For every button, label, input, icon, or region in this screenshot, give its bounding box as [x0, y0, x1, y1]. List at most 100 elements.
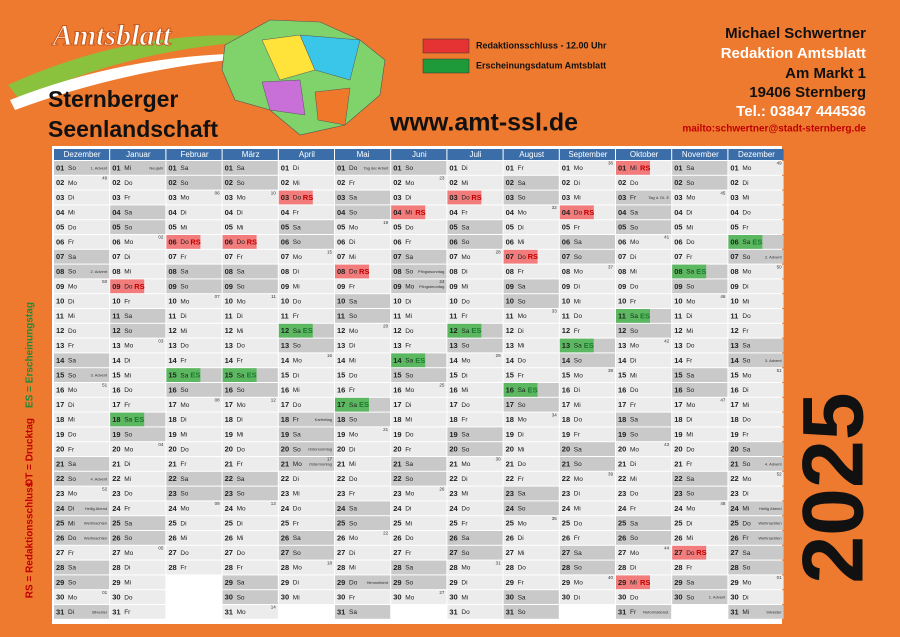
day-number: 17: [56, 400, 64, 409]
day-cell: [447, 545, 503, 560]
day-number: 24: [449, 504, 458, 513]
day-number: 15: [168, 371, 176, 380]
day-number: 14: [337, 356, 346, 365]
weekday: Fr: [293, 313, 300, 320]
day-cell: [728, 397, 784, 412]
day-cell: [728, 175, 784, 190]
weekday: Do: [461, 506, 470, 513]
day-cell: [278, 457, 334, 471]
day-cell: [728, 383, 784, 397]
day-cell: [278, 531, 334, 545]
weekday: Do: [686, 550, 695, 557]
weekday: Sa: [68, 461, 76, 468]
day-cell: [503, 442, 559, 456]
day-number: 14: [674, 356, 683, 365]
weekday: Fr: [124, 609, 131, 616]
day-number: 08: [56, 267, 64, 276]
contact-line[interactable]: mailto:schwertner@stadt-sternberg.de: [682, 124, 866, 135]
contact-line: Tel.: 03847 444536: [736, 103, 866, 120]
weekday: Sa: [518, 387, 526, 394]
day-number: 06: [393, 237, 401, 246]
weekday: Mo: [574, 165, 583, 172]
weekday: Mo: [293, 358, 302, 365]
weekday: Mo: [349, 224, 358, 231]
day-number: 03: [225, 193, 233, 202]
weekday: Mi: [574, 402, 581, 409]
weekday: Fr: [124, 402, 131, 409]
day-number: 15: [562, 371, 570, 380]
weekday: Di: [686, 313, 692, 320]
day-cell: [335, 412, 391, 427]
holiday: Tag der Arbeit: [364, 165, 390, 170]
week-number: 40: [608, 575, 614, 580]
day-number: 03: [56, 193, 64, 202]
day-number: 15: [112, 371, 120, 380]
week-number: 36: [608, 161, 614, 166]
day-number: 10: [281, 297, 289, 306]
day-cell: [54, 531, 110, 545]
day-cell: [447, 471, 503, 486]
weekday: Di: [293, 580, 299, 587]
weekday: Mi: [461, 284, 468, 291]
day-number: 25: [281, 519, 289, 528]
weekday: Sa: [461, 535, 469, 542]
day-number: 25: [674, 519, 682, 528]
week-number: 48: [720, 501, 726, 506]
day-cell: [616, 249, 672, 264]
day-number: 21: [449, 459, 457, 468]
contact-line: 19406 Sternberg: [749, 84, 866, 101]
day-cell: [335, 442, 391, 456]
weekday: Mi: [237, 535, 244, 542]
day-cell: [672, 590, 728, 604]
day-cell: [728, 545, 784, 560]
day-number: 29: [618, 578, 626, 587]
weekday: Sa: [630, 210, 638, 217]
week-number: 47: [720, 397, 726, 402]
day-number: 08: [562, 267, 570, 276]
day-number: 03: [562, 193, 570, 202]
day-cell: [672, 235, 728, 249]
day-cell: [222, 486, 278, 501]
day-number: 04: [618, 208, 627, 217]
day-cell: [110, 323, 166, 338]
day-cell: [672, 205, 728, 220]
week-number: 18: [327, 560, 333, 565]
day-number: 29: [281, 578, 289, 587]
day-cell: [110, 590, 166, 604]
day-cell: [672, 309, 728, 323]
week-number: 32: [552, 205, 558, 210]
day-cell: [728, 249, 784, 264]
holiday: Silvester: [766, 609, 782, 614]
day-number: 05: [562, 223, 570, 232]
month-name: Juni: [412, 150, 427, 159]
weekday: Sa: [405, 461, 413, 468]
day-cell: [278, 338, 334, 353]
day-number: 20: [168, 445, 176, 454]
day-cell: [335, 427, 391, 442]
day-cell: [672, 353, 728, 368]
week-number: 45: [720, 190, 726, 195]
day-cell: [447, 516, 503, 530]
day-number: 07: [506, 252, 514, 261]
day-number: 08: [730, 267, 738, 276]
day-number: 14: [281, 356, 290, 365]
weekday: So: [237, 491, 245, 498]
weekday: So: [574, 461, 582, 468]
weekday: Fr: [574, 432, 581, 439]
day-cell: [728, 323, 784, 338]
weekday: Sa: [630, 520, 638, 527]
day-cell: [110, 531, 166, 545]
weekday: Mi: [349, 358, 356, 365]
day-cell: [728, 338, 784, 353]
day-cell: [616, 605, 672, 619]
day-number: 13: [730, 341, 738, 350]
day-number: 06: [112, 237, 120, 246]
weekday: Mo: [180, 298, 189, 305]
marker-cell: [391, 205, 426, 220]
weekday: So: [405, 372, 413, 379]
week-number: 16: [327, 353, 333, 358]
weekday: Mo: [686, 298, 695, 305]
day-number: 08: [112, 267, 120, 276]
month-header: [54, 149, 110, 160]
weekday: So: [574, 358, 582, 365]
